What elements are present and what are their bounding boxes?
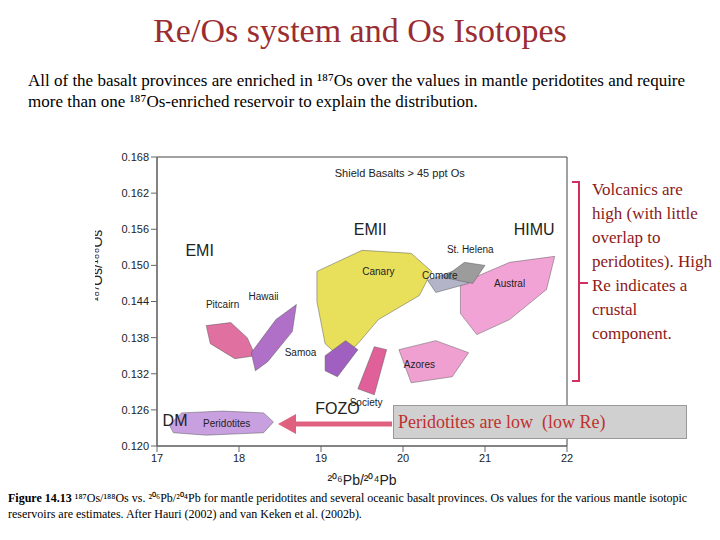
svg-text:FOZO: FOZO bbox=[315, 400, 359, 417]
html-text:Re/Os system and Os Isotopes: Re/Os system and Os Isotopes bbox=[153, 12, 567, 49]
svg-text:Society: Society bbox=[349, 396, 383, 408]
svg-text:18: 18 bbox=[233, 452, 245, 464]
svg-text:Austral: Austral bbox=[494, 278, 525, 289]
html-text:All of the basalt provinces ar: All of the basalt provinces are enriched… bbox=[28, 71, 686, 111]
svg-text:0.120: 0.120 bbox=[121, 440, 149, 452]
svg-text:Samoa: Samoa bbox=[285, 347, 317, 358]
svg-text:0.144: 0.144 bbox=[121, 295, 149, 307]
svg-text:EMII: EMII bbox=[354, 221, 387, 238]
svg-text:DM: DM bbox=[163, 412, 188, 429]
svg-text:0.162: 0.162 bbox=[121, 187, 149, 199]
svg-text:St. Helena: St. Helena bbox=[447, 244, 494, 255]
svg-text:22: 22 bbox=[561, 452, 573, 464]
svg-text:¹⁸⁷Os/¹⁸⁸Os: ¹⁸⁷Os/¹⁸⁸Os bbox=[95, 230, 105, 302]
svg-text:0.138: 0.138 bbox=[121, 332, 149, 344]
svg-text:EMI: EMI bbox=[185, 242, 213, 259]
svg-text:17: 17 bbox=[151, 452, 163, 464]
html-text:Figure 14.13 ¹⁸⁷Os/¹⁸⁸Os vs. ²: Figure 14.13 ¹⁸⁷Os/¹⁸⁸Os vs. ²⁰⁶Pb/²⁰⁴Pb… bbox=[8, 491, 688, 521]
svg-text:Shield Basalts > 45 ppt Os: Shield Basalts > 45 ppt Os bbox=[335, 167, 465, 179]
html-text:Peridotites are low (low Re): Peridotites are low (low Re) bbox=[398, 412, 606, 432]
svg-text:0.168: 0.168 bbox=[121, 151, 149, 163]
svg-text:Azores: Azores bbox=[404, 359, 435, 370]
svg-text:Canary: Canary bbox=[362, 266, 394, 277]
svg-text:Hawaii: Hawaii bbox=[249, 291, 279, 302]
svg-text:21: 21 bbox=[479, 452, 491, 464]
svg-text:0.132: 0.132 bbox=[121, 368, 149, 380]
svg-text:0.150: 0.150 bbox=[121, 259, 149, 271]
svg-text:0.156: 0.156 bbox=[121, 223, 149, 235]
svg-text:Comore: Comore bbox=[422, 270, 458, 281]
svg-text:²⁰⁶Pb/²⁰⁴Pb: ²⁰⁶Pb/²⁰⁴Pb bbox=[327, 472, 396, 485]
svg-text:19: 19 bbox=[315, 452, 327, 464]
svg-text:Peridotites: Peridotites bbox=[203, 418, 250, 429]
html-text:Volcanics are high (with littl: Volcanics are high (with little overlap … bbox=[592, 180, 712, 343]
svg-text:0.126: 0.126 bbox=[121, 404, 149, 416]
svg-text:20: 20 bbox=[397, 452, 409, 464]
svg-text:Pitcairn: Pitcairn bbox=[206, 299, 239, 310]
svg-text:HIMU: HIMU bbox=[514, 221, 555, 238]
